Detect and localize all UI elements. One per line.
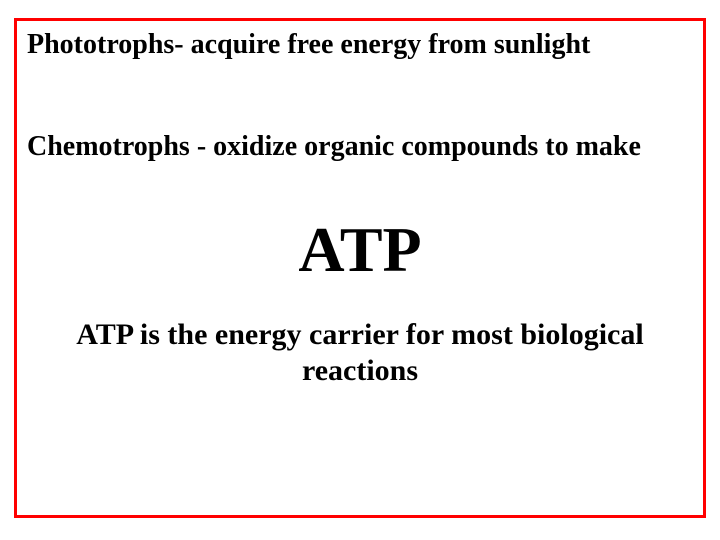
content-frame: Phototrophs- acquire free energy from su… xyxy=(14,18,706,518)
phototrophs-text: Phototrophs- acquire free energy from su… xyxy=(27,29,693,61)
slide: Phototrophs- acquire free energy from su… xyxy=(0,0,720,540)
atp-heading: ATP xyxy=(27,213,693,287)
chemotrophs-text: Chemotrophs - oxidize organic compounds … xyxy=(27,131,693,163)
atp-carrier-text: ATP is the energy carrier for most biolo… xyxy=(27,317,693,389)
